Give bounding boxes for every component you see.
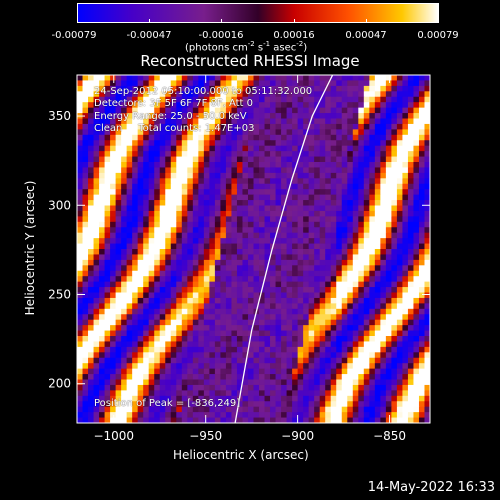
- colorbar-tick-label: 0.00079: [417, 30, 459, 41]
- colorbar-tick: [294, 19, 295, 23]
- footer-date: 14-May-2022 16:33: [367, 480, 495, 495]
- colorbar-tick: [221, 19, 222, 23]
- peak-position-text: Position of Peak = [-836,249]: [94, 398, 241, 409]
- colorbar-tick-label: -0.00079: [51, 30, 97, 41]
- colorbar-tick: [149, 19, 150, 23]
- chart-title: Reconstructed RHESSI Image: [140, 52, 360, 70]
- colorbar-tick-label: -0.00016: [198, 30, 244, 41]
- energy-range-text: Energy Range: 25.0 - 50.0 keV: [94, 111, 247, 122]
- x-tick-label: −950: [189, 429, 222, 443]
- x-tick-label: −850: [373, 429, 406, 443]
- x-tick-label: −900: [281, 429, 314, 443]
- y-tick-label: 200: [48, 377, 71, 391]
- plot-frame: [76, 74, 431, 424]
- y-tick-label: 300: [48, 198, 71, 212]
- colorbar-units: (photons cm-2 s-1 asec-2): [185, 40, 308, 54]
- clean-counts-text: Clean Total counts: 1.47E+03: [94, 123, 255, 134]
- colorbar-tick-label: 0.00016: [273, 30, 315, 41]
- heatmap-cells: [77, 75, 431, 424]
- colorbar-tick: [77, 19, 78, 23]
- solar-limb-curve: [234, 74, 334, 424]
- colorbar-tick: [438, 19, 439, 23]
- colorbar-tick: [366, 19, 367, 23]
- y-axis-label: Heliocentric Y (arcsec): [23, 180, 37, 316]
- colorbar: -0.00079 -0.00047 -0.00016 0.00016 0.000…: [52, 3, 459, 41]
- colorbar-tick-label: -0.00047: [126, 30, 172, 41]
- x-axis-label: Heliocentric X (arcsec): [173, 448, 309, 462]
- colorbar-tick-label: 0.00047: [345, 30, 387, 41]
- axis-ticks: −1000 −950 −900 −850 200 250 300 350: [48, 75, 430, 443]
- y-tick-label: 350: [48, 109, 71, 123]
- time-range-text: 24-Sep-2012 05:10:00.000 to 05:11:32.000: [94, 86, 313, 97]
- colorbar-gradient: [77, 3, 439, 23]
- y-tick-label: 250: [48, 288, 71, 302]
- detectors-text: Detectors: 3F 5F 6F 7F 8F, Att 0: [94, 98, 254, 109]
- x-tick-label: −1000: [93, 429, 134, 443]
